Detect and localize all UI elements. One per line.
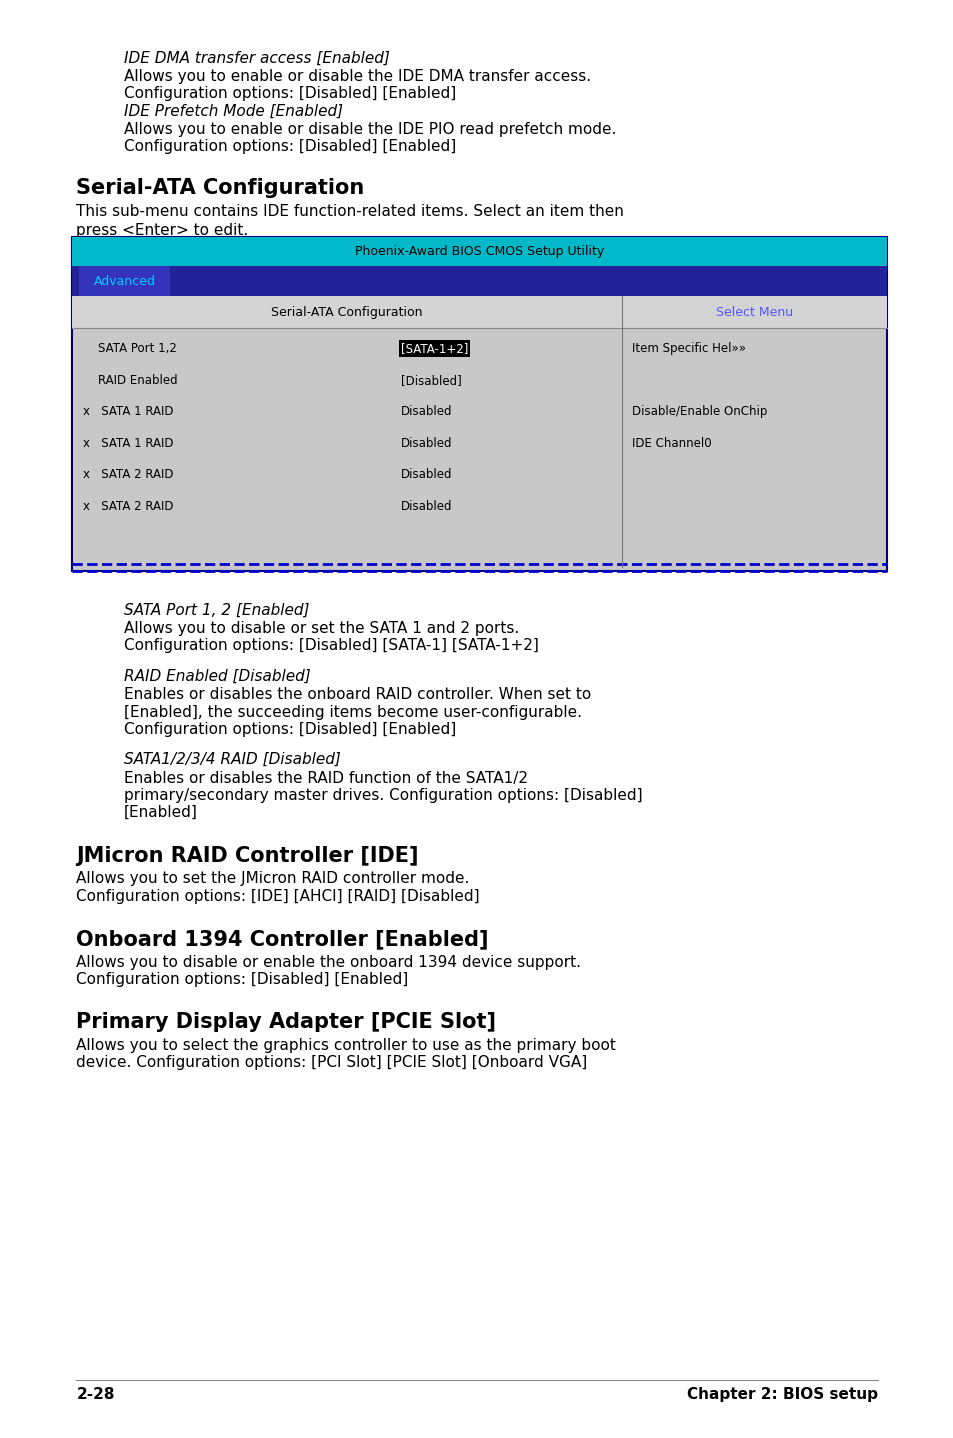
Text: Advanced: Advanced bbox=[93, 275, 155, 288]
Text: RAID Enabled: RAID Enabled bbox=[83, 374, 177, 387]
Text: Configuration options: [Disabled] [Enabled]: Configuration options: [Disabled] [Enabl… bbox=[124, 722, 456, 736]
Text: Disabled: Disabled bbox=[400, 437, 452, 450]
Text: IDE DMA transfer access [Enabled]: IDE DMA transfer access [Enabled] bbox=[124, 50, 390, 65]
Text: Enables or disables the onboard RAID controller. When set to: Enables or disables the onboard RAID con… bbox=[124, 687, 591, 702]
Text: Configuration options: [Disabled] [SATA-1] [SATA-1+2]: Configuration options: [Disabled] [SATA-… bbox=[124, 638, 538, 653]
Text: SATA Port 1,2: SATA Port 1,2 bbox=[83, 342, 176, 355]
Text: [Enabled], the succeeding items become user-configurable.: [Enabled], the succeeding items become u… bbox=[124, 705, 581, 719]
Text: Primary Display Adapter [PCIE Slot]: Primary Display Adapter [PCIE Slot] bbox=[76, 1012, 496, 1032]
Text: Configuration options: [Disabled] [Enabled]: Configuration options: [Disabled] [Enabl… bbox=[76, 972, 408, 986]
Bar bbox=[71, 266, 886, 296]
Text: This sub-menu contains IDE function-related items. Select an item then: This sub-menu contains IDE function-rela… bbox=[76, 204, 623, 219]
Bar bbox=[71, 237, 886, 571]
Text: Phoenix-Award BIOS CMOS Setup Utility: Phoenix-Award BIOS CMOS Setup Utility bbox=[355, 244, 603, 259]
Text: IDE Channel0: IDE Channel0 bbox=[631, 437, 711, 450]
Text: Allows you to disable or set the SATA 1 and 2 ports.: Allows you to disable or set the SATA 1 … bbox=[124, 621, 518, 636]
Text: Allows you to disable or enable the onboard 1394 device support.: Allows you to disable or enable the onbo… bbox=[76, 955, 580, 969]
Text: Allows you to enable or disable the IDE PIO read prefetch mode.: Allows you to enable or disable the IDE … bbox=[124, 122, 616, 137]
Text: SATA1/2/3/4 RAID [Disabled]: SATA1/2/3/4 RAID [Disabled] bbox=[124, 752, 340, 766]
Text: Disabled: Disabled bbox=[400, 469, 452, 482]
Text: Allows you to enable or disable the IDE DMA transfer access.: Allows you to enable or disable the IDE … bbox=[124, 69, 591, 83]
Text: Disabled: Disabled bbox=[400, 500, 452, 513]
Bar bbox=[71, 296, 886, 328]
Text: Configuration options: [IDE] [AHCI] [RAID] [Disabled]: Configuration options: [IDE] [AHCI] [RAI… bbox=[76, 889, 479, 903]
Text: Chapter 2: BIOS setup: Chapter 2: BIOS setup bbox=[686, 1388, 877, 1402]
Text: Serial-ATA Configuration: Serial-ATA Configuration bbox=[76, 178, 364, 198]
Text: x   SATA 1 RAID: x SATA 1 RAID bbox=[83, 406, 173, 418]
Text: [Disabled]: [Disabled] bbox=[400, 374, 461, 387]
Text: x   SATA 2 RAID: x SATA 2 RAID bbox=[83, 469, 173, 482]
Text: JMicron RAID Controller [IDE]: JMicron RAID Controller [IDE] bbox=[76, 846, 418, 866]
Text: RAID Enabled [Disabled]: RAID Enabled [Disabled] bbox=[124, 669, 311, 683]
Text: primary/secondary master drives. Configuration options: [Disabled]: primary/secondary master drives. Configu… bbox=[124, 788, 642, 802]
Text: x   SATA 1 RAID: x SATA 1 RAID bbox=[83, 437, 173, 450]
Bar bbox=[71, 237, 886, 266]
Text: Serial-ATA Configuration: Serial-ATA Configuration bbox=[271, 305, 422, 319]
Text: Configuration options: [Disabled] [Enabled]: Configuration options: [Disabled] [Enabl… bbox=[124, 139, 456, 154]
Text: Item Specific Hel»»: Item Specific Hel»» bbox=[631, 342, 745, 355]
Text: device. Configuration options: [PCI Slot] [PCIE Slot] [Onboard VGA]: device. Configuration options: [PCI Slot… bbox=[76, 1055, 587, 1070]
Text: 2-28: 2-28 bbox=[76, 1388, 114, 1402]
Text: Onboard 1394 Controller [Enabled]: Onboard 1394 Controller [Enabled] bbox=[76, 929, 488, 949]
Text: Disable/Enable OnChip: Disable/Enable OnChip bbox=[631, 406, 766, 418]
Text: Select Menu: Select Menu bbox=[716, 305, 792, 319]
Text: [SATA-1+2]: [SATA-1+2] bbox=[400, 342, 468, 355]
Text: Enables or disables the RAID function of the SATA1/2: Enables or disables the RAID function of… bbox=[124, 771, 527, 785]
Text: press <Enter> to edit.: press <Enter> to edit. bbox=[76, 223, 249, 237]
Text: Allows you to select the graphics controller to use as the primary boot: Allows you to select the graphics contro… bbox=[76, 1038, 616, 1053]
Text: [Enabled]: [Enabled] bbox=[124, 805, 197, 820]
Text: x   SATA 2 RAID: x SATA 2 RAID bbox=[83, 500, 173, 513]
Text: SATA Port 1, 2 [Enabled]: SATA Port 1, 2 [Enabled] bbox=[124, 603, 309, 617]
Bar bbox=[79, 266, 170, 296]
Text: Disabled: Disabled bbox=[400, 406, 452, 418]
Text: Allows you to set the JMicron RAID controller mode.: Allows you to set the JMicron RAID contr… bbox=[76, 871, 469, 886]
Text: Configuration options: [Disabled] [Enabled]: Configuration options: [Disabled] [Enabl… bbox=[124, 86, 456, 101]
Text: IDE Prefetch Mode [Enabled]: IDE Prefetch Mode [Enabled] bbox=[124, 104, 343, 118]
